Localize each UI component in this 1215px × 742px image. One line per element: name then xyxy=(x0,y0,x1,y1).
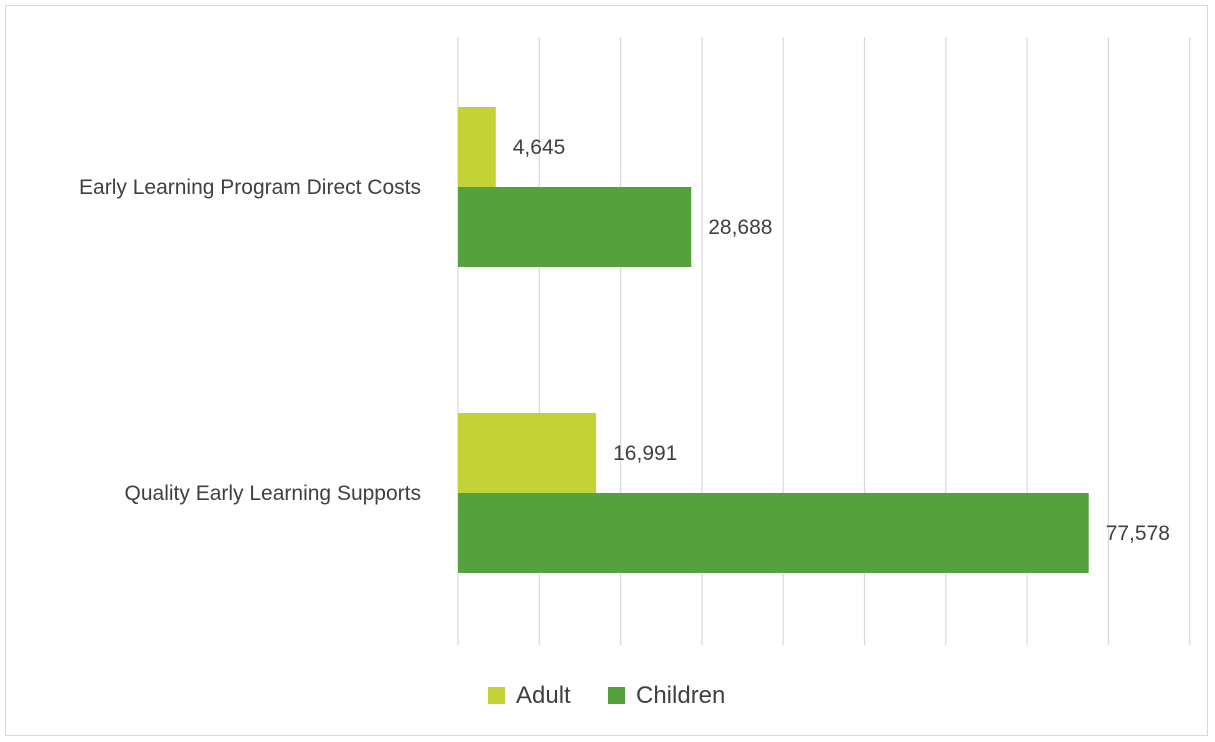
legend-label: Adult xyxy=(516,682,571,709)
category-labels: Early Learning Program Direct Costs Quali… xyxy=(79,176,421,505)
data-label: 16,991 xyxy=(613,442,677,465)
data-label: 77,578 xyxy=(1106,522,1170,545)
bar-adult xyxy=(458,107,496,187)
bar-children xyxy=(458,493,1089,573)
legend-swatch-children xyxy=(608,687,625,704)
bar-children xyxy=(458,187,692,267)
data-labels: 4,645 28,688 16,991 77,578 xyxy=(513,136,1170,545)
bars xyxy=(458,107,1089,573)
legend: Adult Children xyxy=(488,682,725,709)
legend-label: Children xyxy=(636,682,725,709)
chart-frame xyxy=(5,5,1208,736)
category-label: Early Learning Program Direct Costs xyxy=(79,176,421,199)
category-label: Quality Early Learning Supports xyxy=(125,482,422,505)
data-label: 28,688 xyxy=(708,216,772,239)
legend-swatch-adult xyxy=(488,687,505,704)
data-label: 4,645 xyxy=(513,136,566,159)
bar-adult xyxy=(458,413,597,493)
